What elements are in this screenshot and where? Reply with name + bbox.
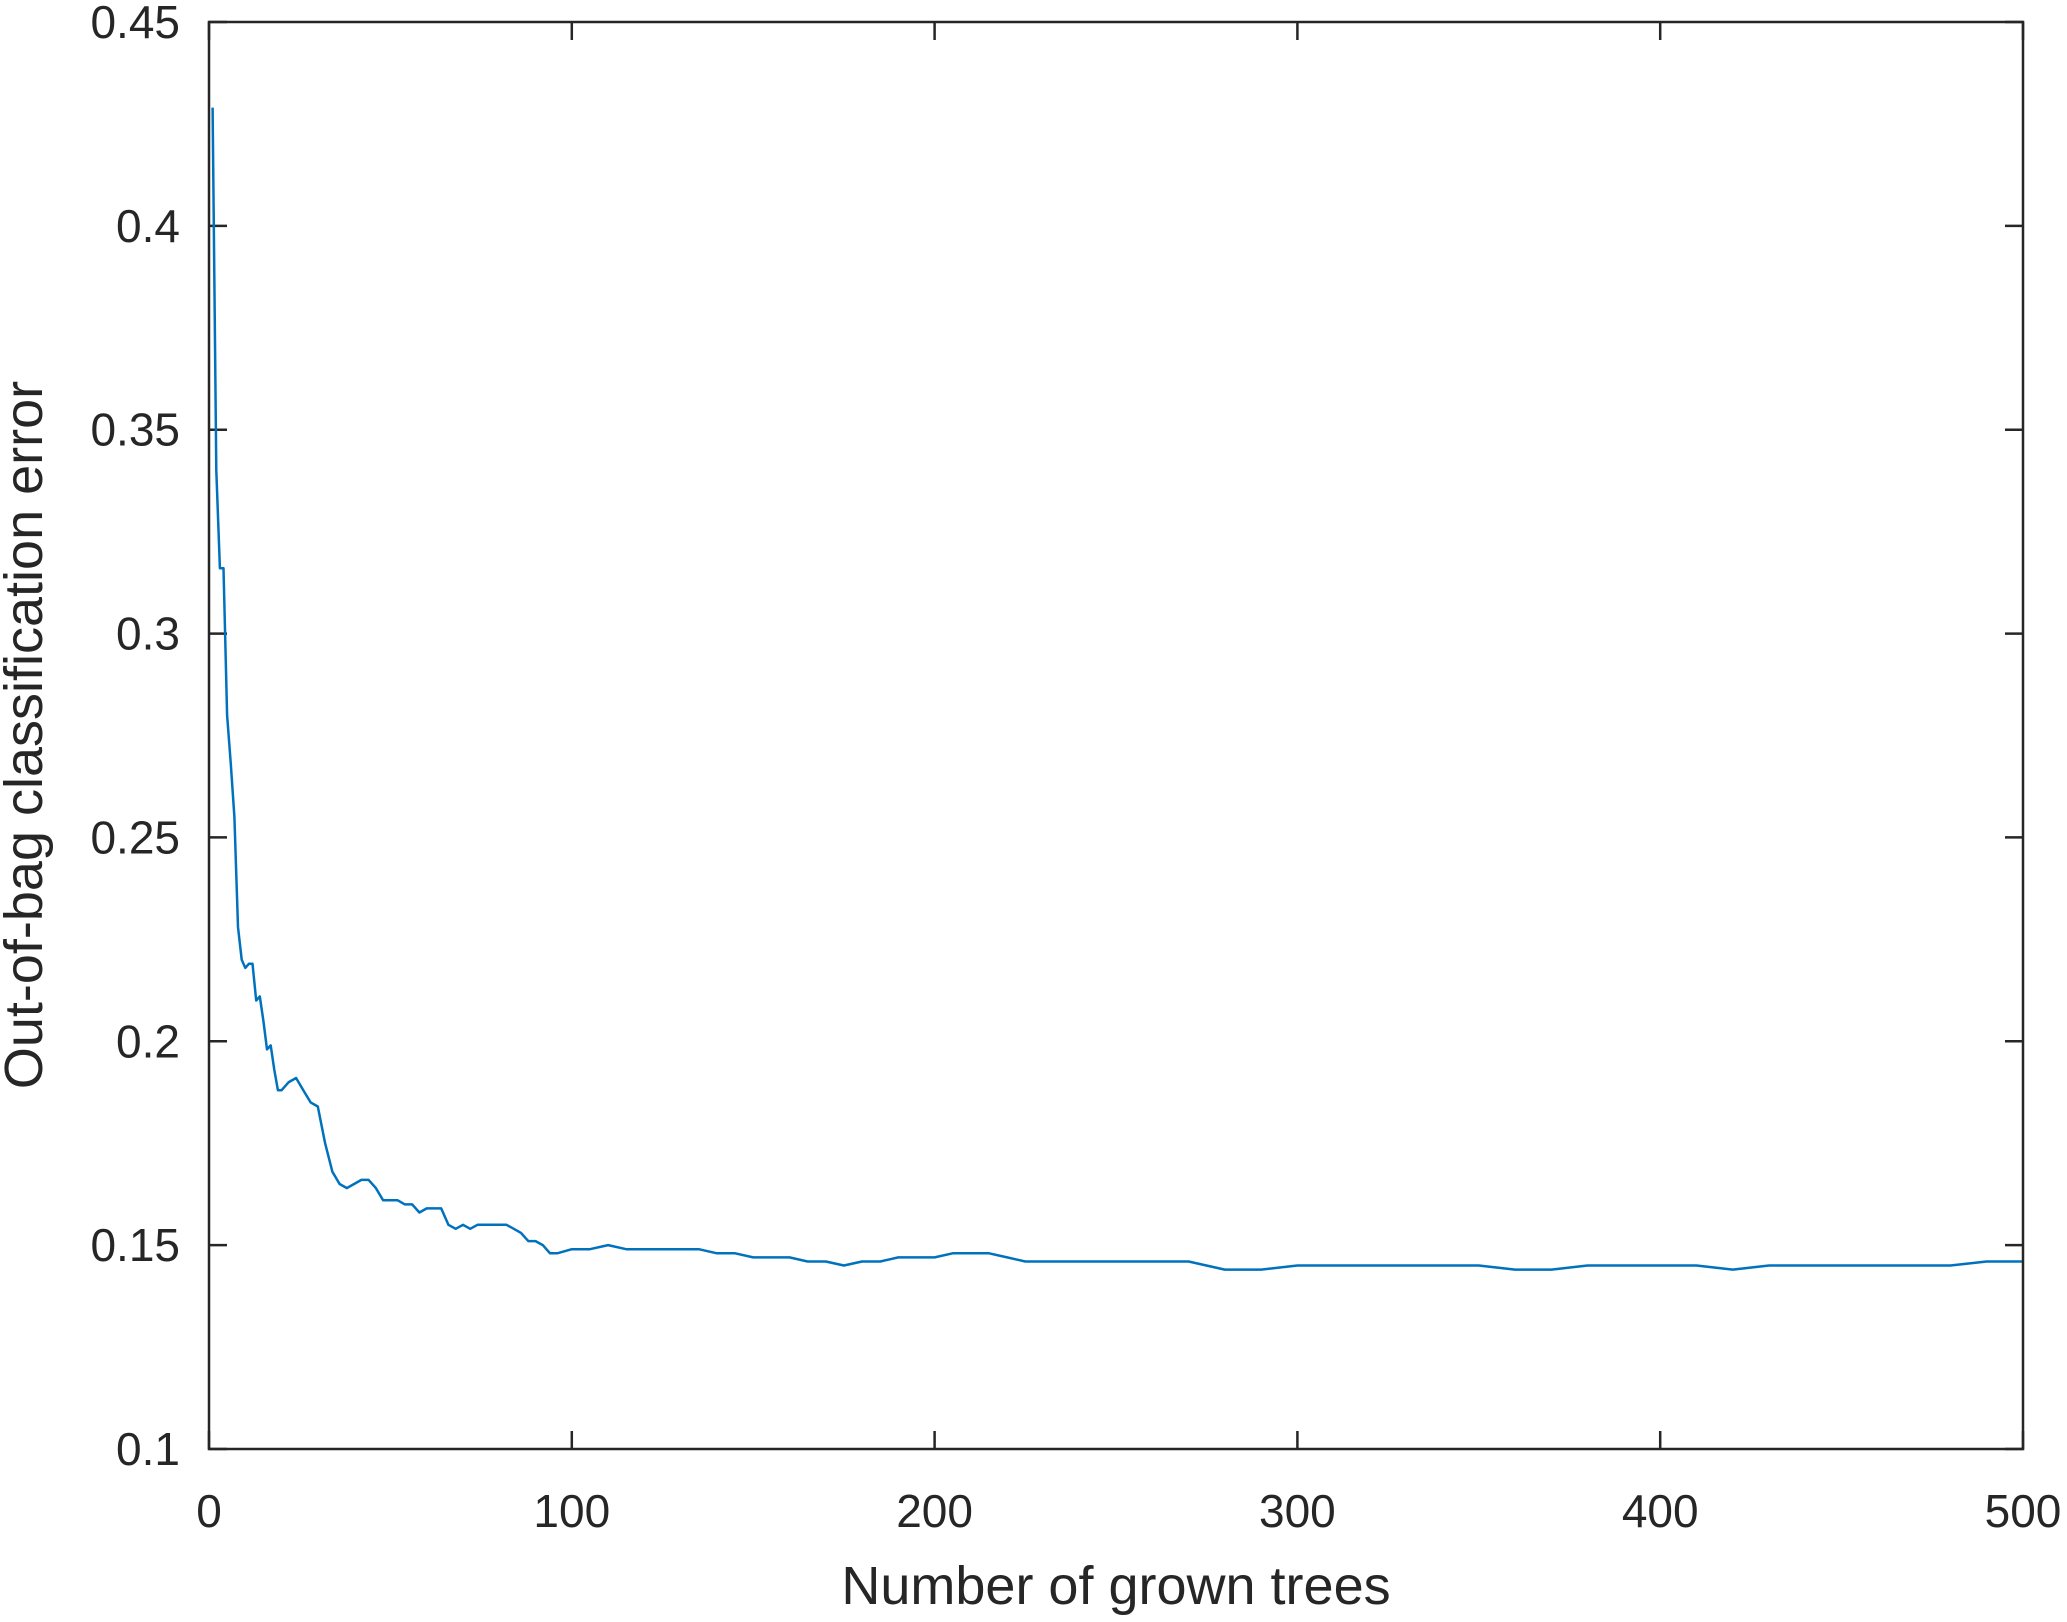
y-tick-label: 0.3 [116, 608, 180, 660]
series-line [211, 107, 2023, 1271]
y-tick-label: 0.1 [116, 1423, 180, 1475]
y-tick-label: 0.25 [90, 811, 180, 863]
x-axis-title: Number of grown trees [841, 1556, 1390, 1616]
y-tick-label: 0.2 [116, 1015, 180, 1067]
y-tick-label: 0.45 [90, 0, 180, 48]
x-tick-label: 500 [1985, 1485, 2062, 1537]
x-tick-label: 300 [1259, 1485, 1336, 1537]
x-tick-label: 400 [1622, 1485, 1699, 1537]
x-tick-group: 0 100 200 300 400 500 [196, 22, 2061, 1537]
x-tick-label: 200 [896, 1485, 973, 1537]
y-tick-group: 0.1 0.15 0.2 0.25 0.3 0.35 0.4 0.45 [90, 0, 2023, 1475]
plot-area [209, 22, 2023, 1449]
y-axis-title: Out-of-bag classification error [0, 381, 54, 1089]
y-tick-label: 0.15 [90, 1219, 180, 1271]
axes-box [207, 20, 2025, 1451]
y-tick-label: 0.35 [90, 404, 180, 456]
x-tick-label: 100 [533, 1485, 610, 1537]
x-tick-label: 0 [196, 1485, 222, 1537]
y-tick-label: 0.4 [116, 200, 180, 252]
series-layer [211, 107, 2023, 1271]
